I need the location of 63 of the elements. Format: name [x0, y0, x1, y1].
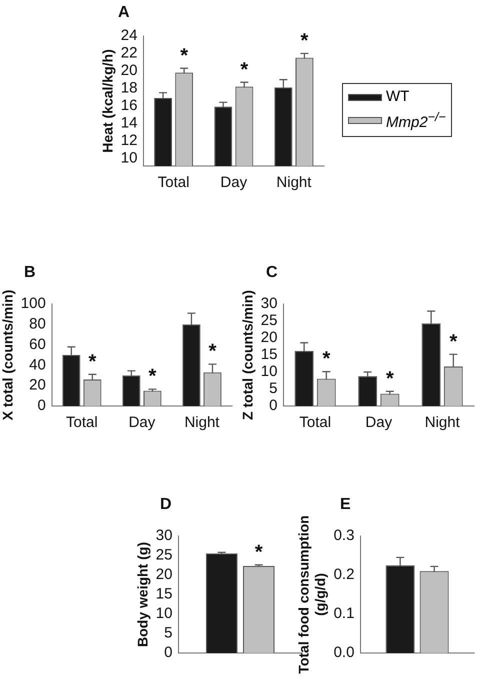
- y-tick-label: 20: [29, 376, 46, 394]
- y-tick-label: 24: [120, 27, 138, 44]
- y-tick-label: 12: [120, 132, 138, 149]
- annotation: *: [300, 30, 309, 52]
- y-tick-label: 10: [120, 149, 138, 166]
- y-tick-label: 0: [269, 397, 278, 414]
- y-tick-label: 60: [29, 336, 46, 353]
- x-tick-label: Total: [66, 414, 98, 432]
- y-tick-label: 0: [164, 644, 172, 662]
- y-tick-label: 20: [156, 566, 172, 584]
- annotation: *: [449, 330, 458, 353]
- chart-title: D: [160, 496, 172, 514]
- chart-title: A: [118, 4, 130, 22]
- y-tick-label: 5: [269, 380, 278, 398]
- annotation: *: [240, 58, 248, 81]
- y-tick-label: 18: [120, 79, 138, 96]
- annotation: *: [148, 366, 157, 388]
- y-tick-label: 0.3: [334, 527, 354, 544]
- y-axis-title: X total (counts/min): [0, 290, 16, 420]
- legend-label: WT: [386, 87, 410, 107]
- y-tick-label: 16: [120, 96, 138, 114]
- y-tick-label: 10: [156, 605, 172, 622]
- y-tick-label: 20: [120, 62, 138, 80]
- y-tick-label: 25: [260, 312, 278, 330]
- y-tick-label: 25: [156, 546, 172, 564]
- y-tick-label: 14: [120, 114, 138, 132]
- x-tick-label: Night: [276, 174, 312, 192]
- y-tick-label: 0.2: [334, 566, 354, 584]
- y-tick-label: 15: [260, 346, 278, 364]
- y-tick-label: 0: [37, 397, 46, 414]
- y-tick-label: 0.0: [334, 644, 354, 662]
- y-tick-label: 100: [20, 295, 46, 312]
- y-tick-label: 40: [29, 356, 46, 374]
- y-tick-label: 20: [260, 329, 278, 346]
- y-tick-label: 30: [260, 295, 278, 312]
- y-tick-label: 5: [164, 624, 172, 642]
- annotation: *: [254, 541, 263, 564]
- x-tick-label: Day: [365, 414, 393, 432]
- y-tick-label: 30: [156, 527, 172, 544]
- y-axis-title: Heat (kcal/kg/h): [99, 49, 116, 153]
- x-tick-label: Night: [184, 414, 220, 432]
- annotation: *: [322, 348, 330, 370]
- x-tick-label: Night: [424, 414, 461, 432]
- x-tick-label: Day: [220, 174, 248, 192]
- chart-title: C: [266, 264, 278, 282]
- legend-label: Mmp2$^{−/−}$: [386, 109, 446, 133]
- annotation: *: [88, 350, 96, 373]
- annotation: *: [180, 44, 188, 67]
- x-tick-label: Day: [128, 414, 156, 432]
- y-tick-label: 15: [156, 586, 172, 603]
- annotation: *: [208, 340, 217, 363]
- y-axis-title: Z total (counts/min): [239, 290, 256, 420]
- y-tick-label: 10: [260, 363, 278, 380]
- y-axis-title: Body weight (g): [134, 542, 150, 647]
- annotation: *: [386, 368, 394, 390]
- y-axis-title: Total food consumption (g/g/d): [295, 515, 328, 674]
- y-tick-label: 80: [29, 316, 46, 333]
- y-tick-label: 0.1: [334, 605, 354, 622]
- x-tick-label: Total: [299, 414, 332, 432]
- chart-title: B: [24, 264, 36, 282]
- x-tick-label: Total: [158, 174, 190, 192]
- y-tick-label: 22: [120, 44, 138, 62]
- chart-title: E: [340, 496, 351, 514]
